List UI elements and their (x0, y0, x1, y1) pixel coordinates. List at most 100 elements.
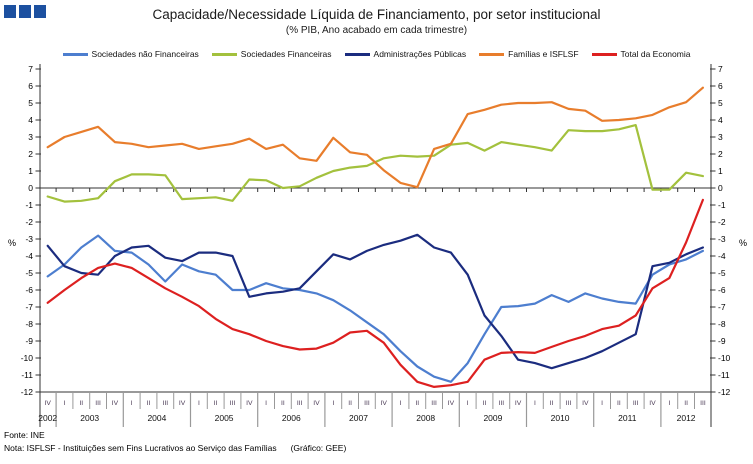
quarter-label: III (95, 400, 101, 407)
quarter-label: I (601, 400, 603, 407)
y-tick-label-right: 5 (718, 98, 723, 108)
y-tick-label-right: -7 (718, 302, 726, 312)
year-label: 2011 (618, 413, 637, 423)
quarter-label: I (400, 400, 402, 407)
legend-item: Famílias e ISFLSF (479, 49, 579, 59)
y-tick-label-right: -11 (718, 370, 730, 380)
y-tick-label-left: -11 (21, 370, 33, 380)
y-tick-label-left: -6 (25, 285, 33, 295)
year-label: 2005 (215, 413, 234, 423)
y-tick-label-left: 2 (28, 149, 33, 159)
quarter-label: III (700, 400, 706, 407)
year-label: 2008 (416, 413, 435, 423)
legend-label: Administrações Públicas (373, 49, 467, 59)
chart-title: Capacidade/Necessidade Líquida de Financ… (152, 7, 601, 22)
y-tick-label-right: -4 (718, 251, 726, 261)
y-tick-label-right: -12 (718, 387, 731, 397)
quarter-label: III (566, 400, 572, 407)
legend-item: Administrações Públicas (344, 49, 467, 59)
quarter-label: IV (112, 400, 119, 407)
series-line-administra-es-p-blicas (46, 233, 705, 370)
quarter-label: II (348, 400, 352, 407)
quarter-label: III (633, 400, 639, 407)
quarter-label: II (147, 400, 151, 407)
gee-logo (4, 5, 46, 18)
quarter-label: IV (448, 400, 455, 407)
y-tick-label-left: -8 (25, 319, 33, 329)
quarter-label: IV (313, 400, 320, 407)
year-label: 2009 (483, 413, 502, 423)
quarter-label: II (550, 400, 554, 407)
y-tick-label-left: 3 (28, 132, 33, 142)
y-tick-label-left: -5 (25, 268, 33, 278)
y-tick-label-right: -3 (718, 234, 726, 244)
logo-square (34, 5, 46, 18)
legend: Sociedades não Financeiras Sociedades Fin… (0, 49, 753, 59)
quarter-label: I (332, 400, 334, 407)
y-axis-unit-left: % (8, 238, 16, 248)
y-tick-label-right: 3 (718, 132, 723, 142)
series-line-fam-lias-e-isflsf (46, 86, 705, 189)
quarter-label: II (684, 400, 688, 407)
quarter-label: II (483, 400, 487, 407)
logo-square (4, 5, 16, 18)
y-tick-label-left: -1 (25, 200, 33, 210)
y-tick-label-left: 7 (28, 64, 33, 74)
y-tick-label-right: -9 (718, 336, 726, 346)
y-tick-label-left: 1 (28, 166, 33, 176)
y-tick-label-right: -1 (718, 200, 726, 210)
y-tick-label-left: -2 (25, 217, 33, 227)
quarter-label: IV (515, 400, 522, 407)
legend-swatch (62, 52, 88, 56)
quarter-label: I (64, 400, 66, 407)
legend-swatch (591, 52, 617, 56)
quarter-label: II (214, 400, 218, 407)
quarter-label: IV (380, 400, 387, 407)
quarter-label: II (617, 400, 621, 407)
chart-subtitle: (% PIB, Ano acabado em cada trimestre) (285, 25, 468, 36)
year-label: 2004 (147, 413, 166, 423)
quarter-label: III (364, 400, 370, 407)
quarter-label: II (415, 400, 419, 407)
quarter-label: III (431, 400, 437, 407)
quarter-label: I (265, 400, 267, 407)
y-tick-label-left: 4 (28, 115, 33, 125)
quarter-label: IV (246, 400, 253, 407)
quarter-label: I (467, 400, 469, 407)
y-tick-label-left: -12 (21, 387, 34, 397)
series-line-sociedades-n-o-financeiras (46, 234, 705, 383)
year-label: 2003 (80, 413, 99, 423)
quarter-label: IV (582, 400, 589, 407)
quarter-label: IV (179, 400, 186, 407)
y-tick-label-right: -5 (718, 268, 726, 278)
logo-square (19, 5, 31, 18)
quarter-label: III (162, 400, 168, 407)
y-axis-unit-right: % (739, 238, 747, 248)
quarter-label: I (668, 400, 670, 407)
y-tick-label-left: -3 (25, 234, 33, 244)
y-tick-label-right: 6 (718, 81, 723, 91)
legend-label: Famílias e ISFLSF (508, 49, 579, 59)
footer-credit: (Gráfico: GEE) (290, 443, 347, 453)
y-tick-label-left: 6 (28, 81, 33, 91)
y-tick-label-right: 2 (718, 149, 723, 159)
quarter-label: III (498, 400, 504, 407)
legend-label: Sociedades Financeiras (240, 49, 332, 59)
y-tick-label-right: 7 (718, 64, 723, 74)
quarter-label: IV (44, 400, 51, 407)
y-tick-label-right: 0 (718, 183, 723, 193)
y-tick-label-left: -10 (21, 353, 34, 363)
legend-swatch (344, 52, 370, 56)
y-tick-label-left: 0 (28, 183, 33, 193)
y-tick-label-right: 1 (718, 166, 723, 176)
y-tick-label-right: 4 (718, 115, 723, 125)
legend-item: Sociedades Financeiras (211, 49, 332, 59)
legend-item: Sociedades não Financeiras (62, 49, 199, 59)
legend-swatch (479, 52, 505, 56)
y-tick-label-right: -8 (718, 319, 726, 329)
year-label: 2012 (677, 413, 696, 423)
footer-note: Nota: ISFLSF - Instituições sem Fins Luc… (4, 443, 277, 453)
y-tick-label-left: -4 (25, 251, 33, 261)
quarter-label: I (131, 400, 133, 407)
